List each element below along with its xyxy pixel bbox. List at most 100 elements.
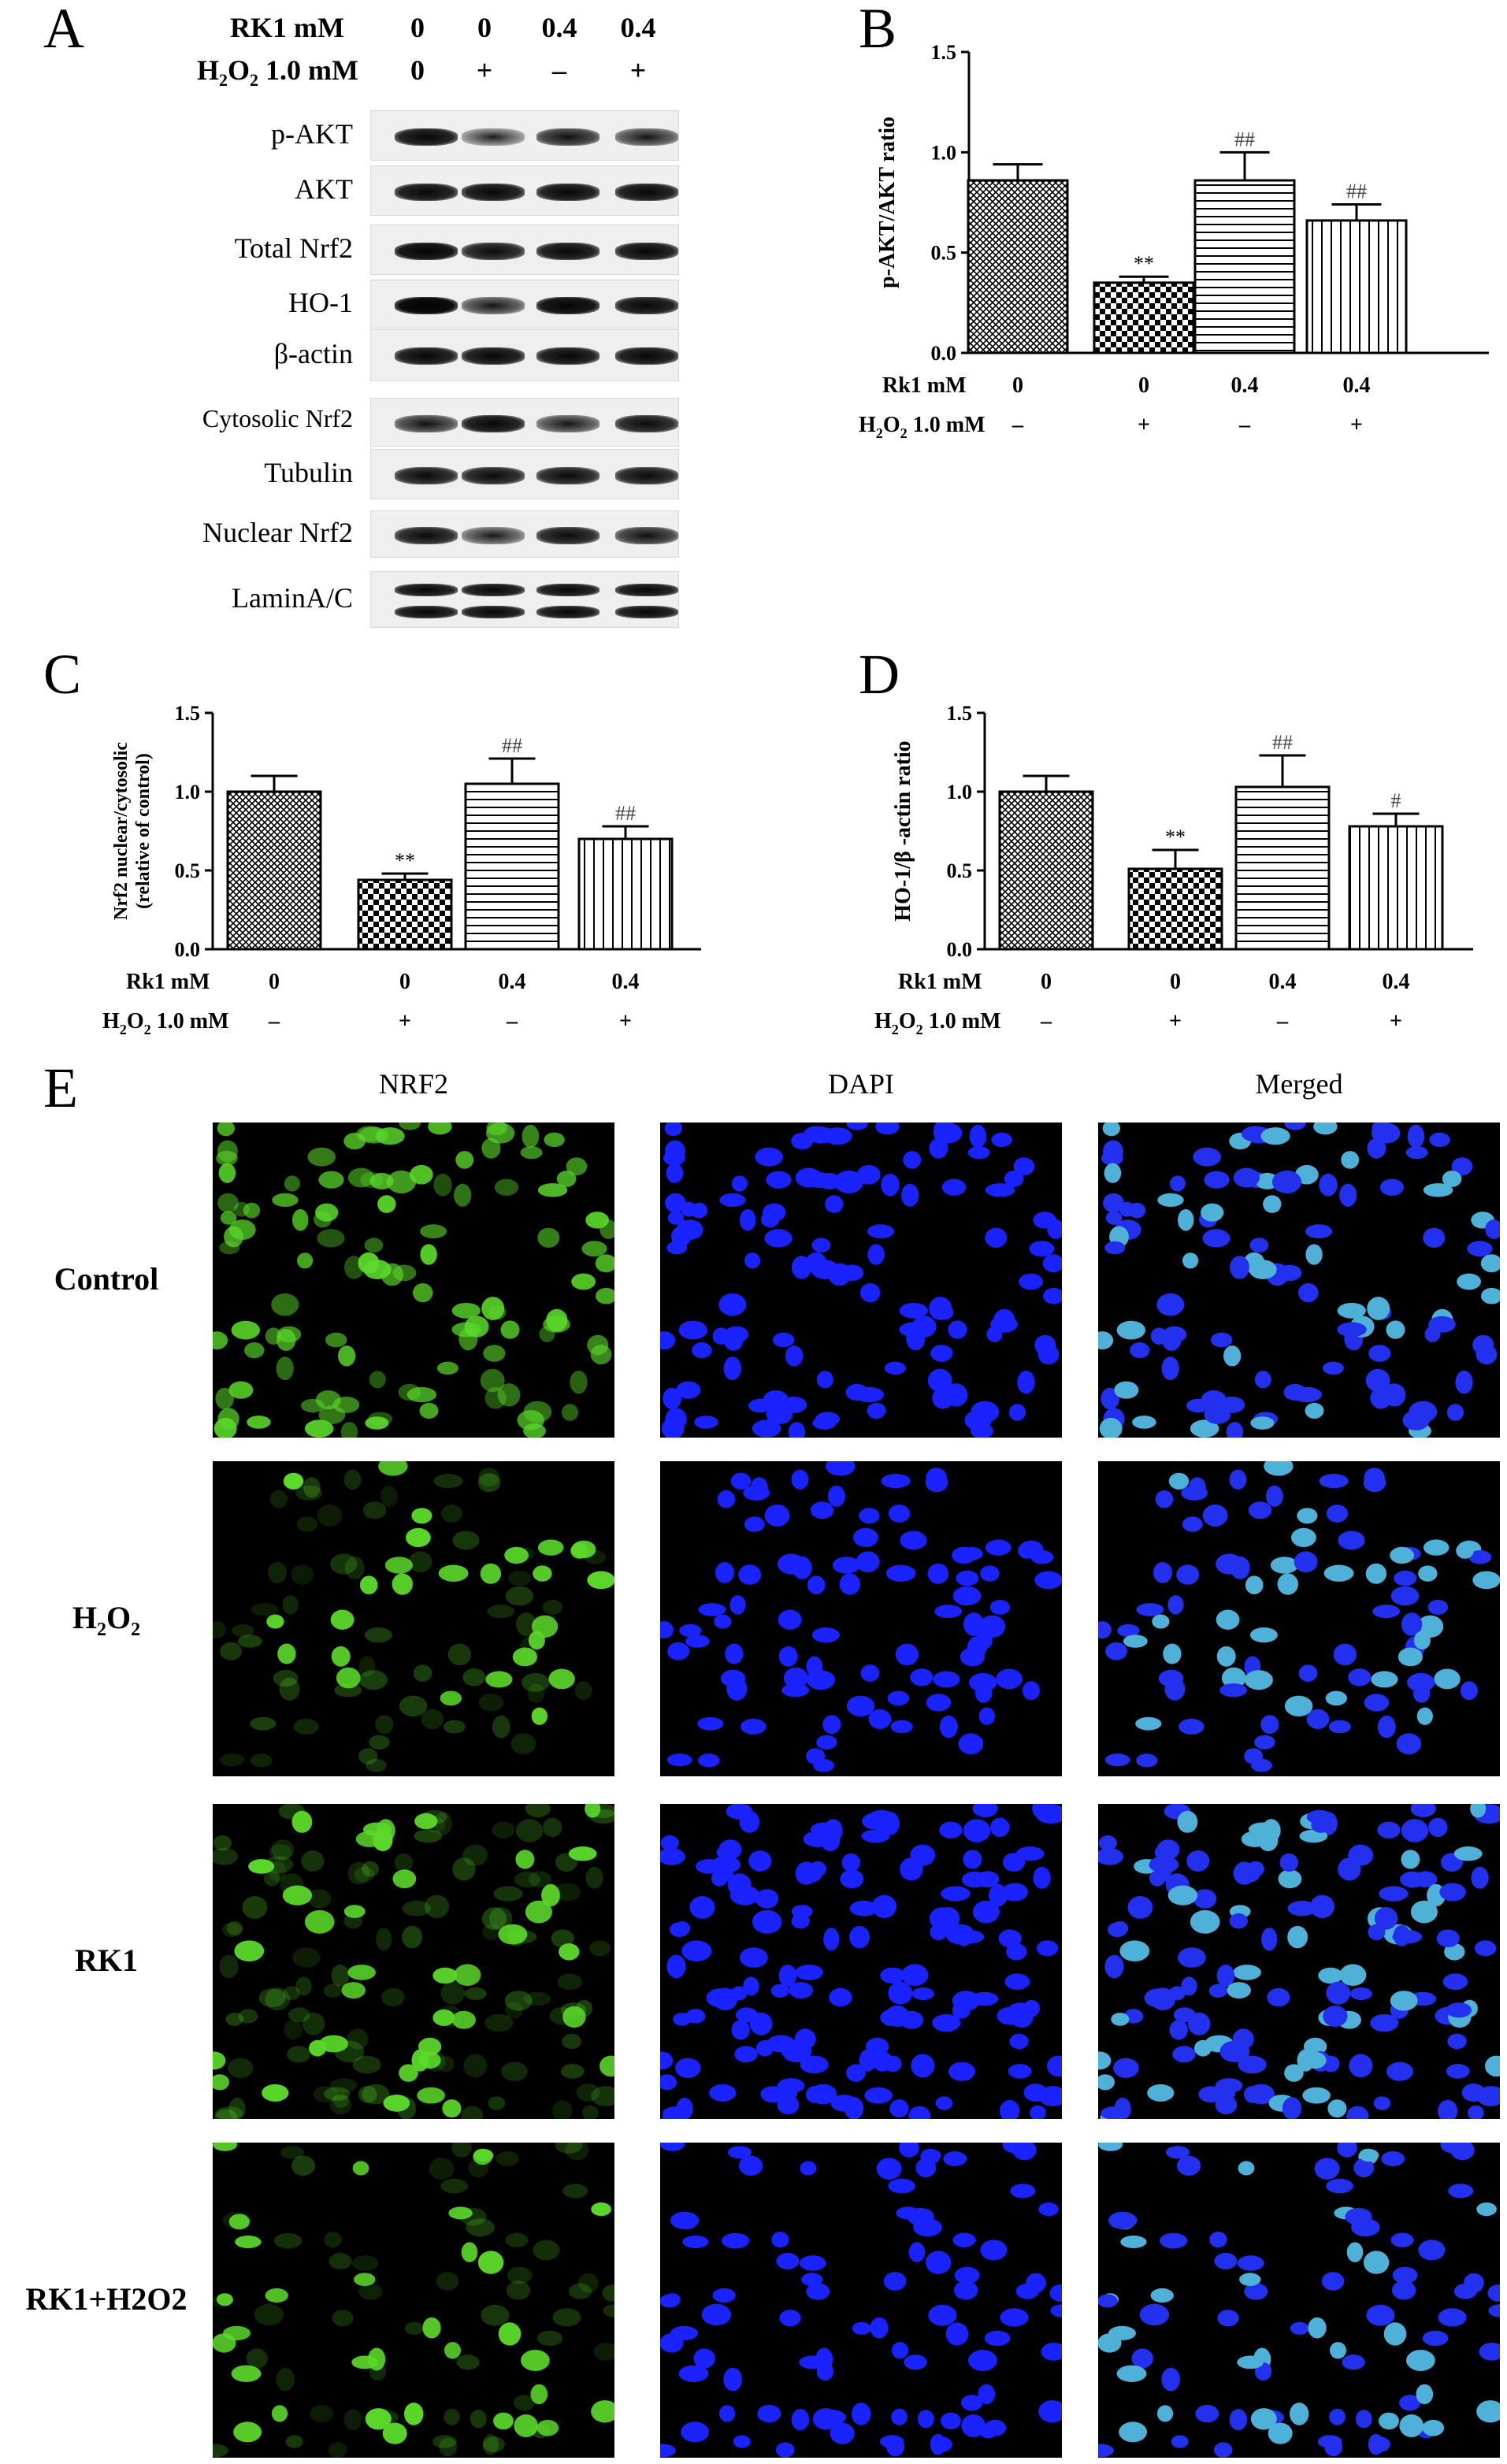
cell: [1353, 2158, 1375, 2178]
cell: [811, 1627, 840, 1643]
cell: [1323, 1564, 1354, 1582]
cell: [533, 2239, 560, 2261]
cell: [507, 2266, 533, 2284]
cell: [985, 1227, 1008, 1248]
cell: [440, 1505, 462, 1523]
cell: [392, 1869, 417, 1889]
cell: [481, 1907, 507, 1930]
cell: [1144, 1988, 1171, 2008]
h2o2-label: H2O2 1.0 mM: [874, 1009, 1001, 1037]
cell: [451, 2143, 472, 2158]
blot-band: [462, 527, 525, 545]
cell: [381, 1987, 405, 2007]
cell: [1305, 1224, 1333, 1239]
cell: [225, 2013, 244, 2026]
cell: [867, 1402, 886, 1419]
cell: [1456, 1542, 1474, 1559]
cell: [984, 2330, 1011, 2347]
cell: [1322, 1361, 1344, 1375]
cell: [716, 1844, 740, 1861]
cell: [719, 1193, 746, 1207]
blot-band: [462, 242, 525, 260]
cell: [571, 1273, 596, 1290]
cell: [766, 1405, 793, 1424]
cell: [552, 2099, 573, 2119]
cell: [915, 2158, 937, 2178]
cell: [541, 1883, 560, 1907]
cell: [660, 1331, 676, 1350]
cell: [985, 1539, 1011, 1556]
cell: [218, 1163, 236, 1183]
cell: [562, 2006, 586, 2028]
cell: [1323, 2006, 1348, 2027]
cell: [417, 2087, 445, 2104]
cell: [473, 2149, 494, 2162]
cell: [1172, 2046, 1196, 2063]
cell: [500, 1320, 520, 1339]
cell: [238, 2009, 258, 2024]
y-tick-label: 0.5: [175, 859, 201, 882]
cell: [1099, 1417, 1123, 1438]
cell: [941, 2412, 961, 2430]
cell: [451, 2010, 476, 2029]
cell: [780, 2093, 796, 2108]
cell: [268, 1562, 287, 1583]
chart-panel-b: 0.0 0.5 1.0 1.5 p-AKT/AKT ratio 0 – ** 0 + ## 0.4 – #…: [859, 0, 1489, 441]
cell: [317, 1229, 345, 1248]
cell: [826, 1461, 856, 1476]
cell: [661, 1417, 685, 1438]
rk1-value: 0.4: [499, 970, 526, 994]
cell: [318, 1171, 344, 1189]
y-tick-label: 1.5: [175, 702, 201, 725]
dapi-micrograph: [660, 2143, 1062, 2458]
cell: [537, 1183, 568, 1197]
cell: [1250, 2408, 1277, 2430]
cell: [414, 1813, 438, 1830]
cell: [254, 2303, 284, 2326]
blot-band: [536, 466, 599, 484]
cell: [752, 1419, 781, 1438]
cell: [1277, 1573, 1298, 1595]
cell: [425, 1894, 449, 1918]
cell: [456, 2355, 480, 2370]
cell: [282, 1885, 313, 1906]
cell: [433, 1474, 463, 1489]
blot-band: [615, 527, 678, 545]
cell: [1291, 1527, 1316, 1547]
blot-band: [395, 466, 458, 484]
cell: [396, 2097, 417, 2119]
cell: [1423, 1183, 1453, 1197]
cell: [1009, 2033, 1029, 2050]
cell: [1270, 1557, 1298, 1574]
cell: [1406, 2350, 1435, 2371]
cell: [990, 1315, 1018, 1333]
cell: [433, 1173, 452, 1197]
cell: [1294, 1551, 1318, 1573]
cell: [1308, 2317, 1327, 2339]
cell: [358, 1670, 388, 1690]
cell: [1103, 1140, 1123, 1163]
cell: [739, 2155, 763, 2176]
cell: [859, 1508, 880, 1524]
cell: [1022, 1681, 1040, 1701]
cell: [301, 1398, 325, 1413]
cell: [833, 1171, 864, 1193]
cell: [406, 1386, 436, 1403]
cell: [1423, 1227, 1446, 1248]
panel-e-letter: E: [43, 1056, 78, 1119]
cell: [1379, 2412, 1399, 2430]
cell: [844, 2097, 864, 2119]
cell: [934, 1605, 963, 1619]
cell: [841, 1853, 860, 1872]
h2o2-value: +: [1169, 1009, 1182, 1033]
cell: [1371, 1671, 1398, 1688]
blot-band: [536, 297, 599, 314]
cell: [309, 2039, 326, 2057]
cell: [1427, 1599, 1449, 1615]
cell: [1176, 1564, 1200, 1585]
cell: [369, 1371, 386, 1389]
y-tick-label: 1.0: [175, 781, 201, 803]
cell: [1218, 2093, 1234, 2108]
cell: [325, 1332, 347, 1348]
cell: [493, 2412, 514, 2430]
